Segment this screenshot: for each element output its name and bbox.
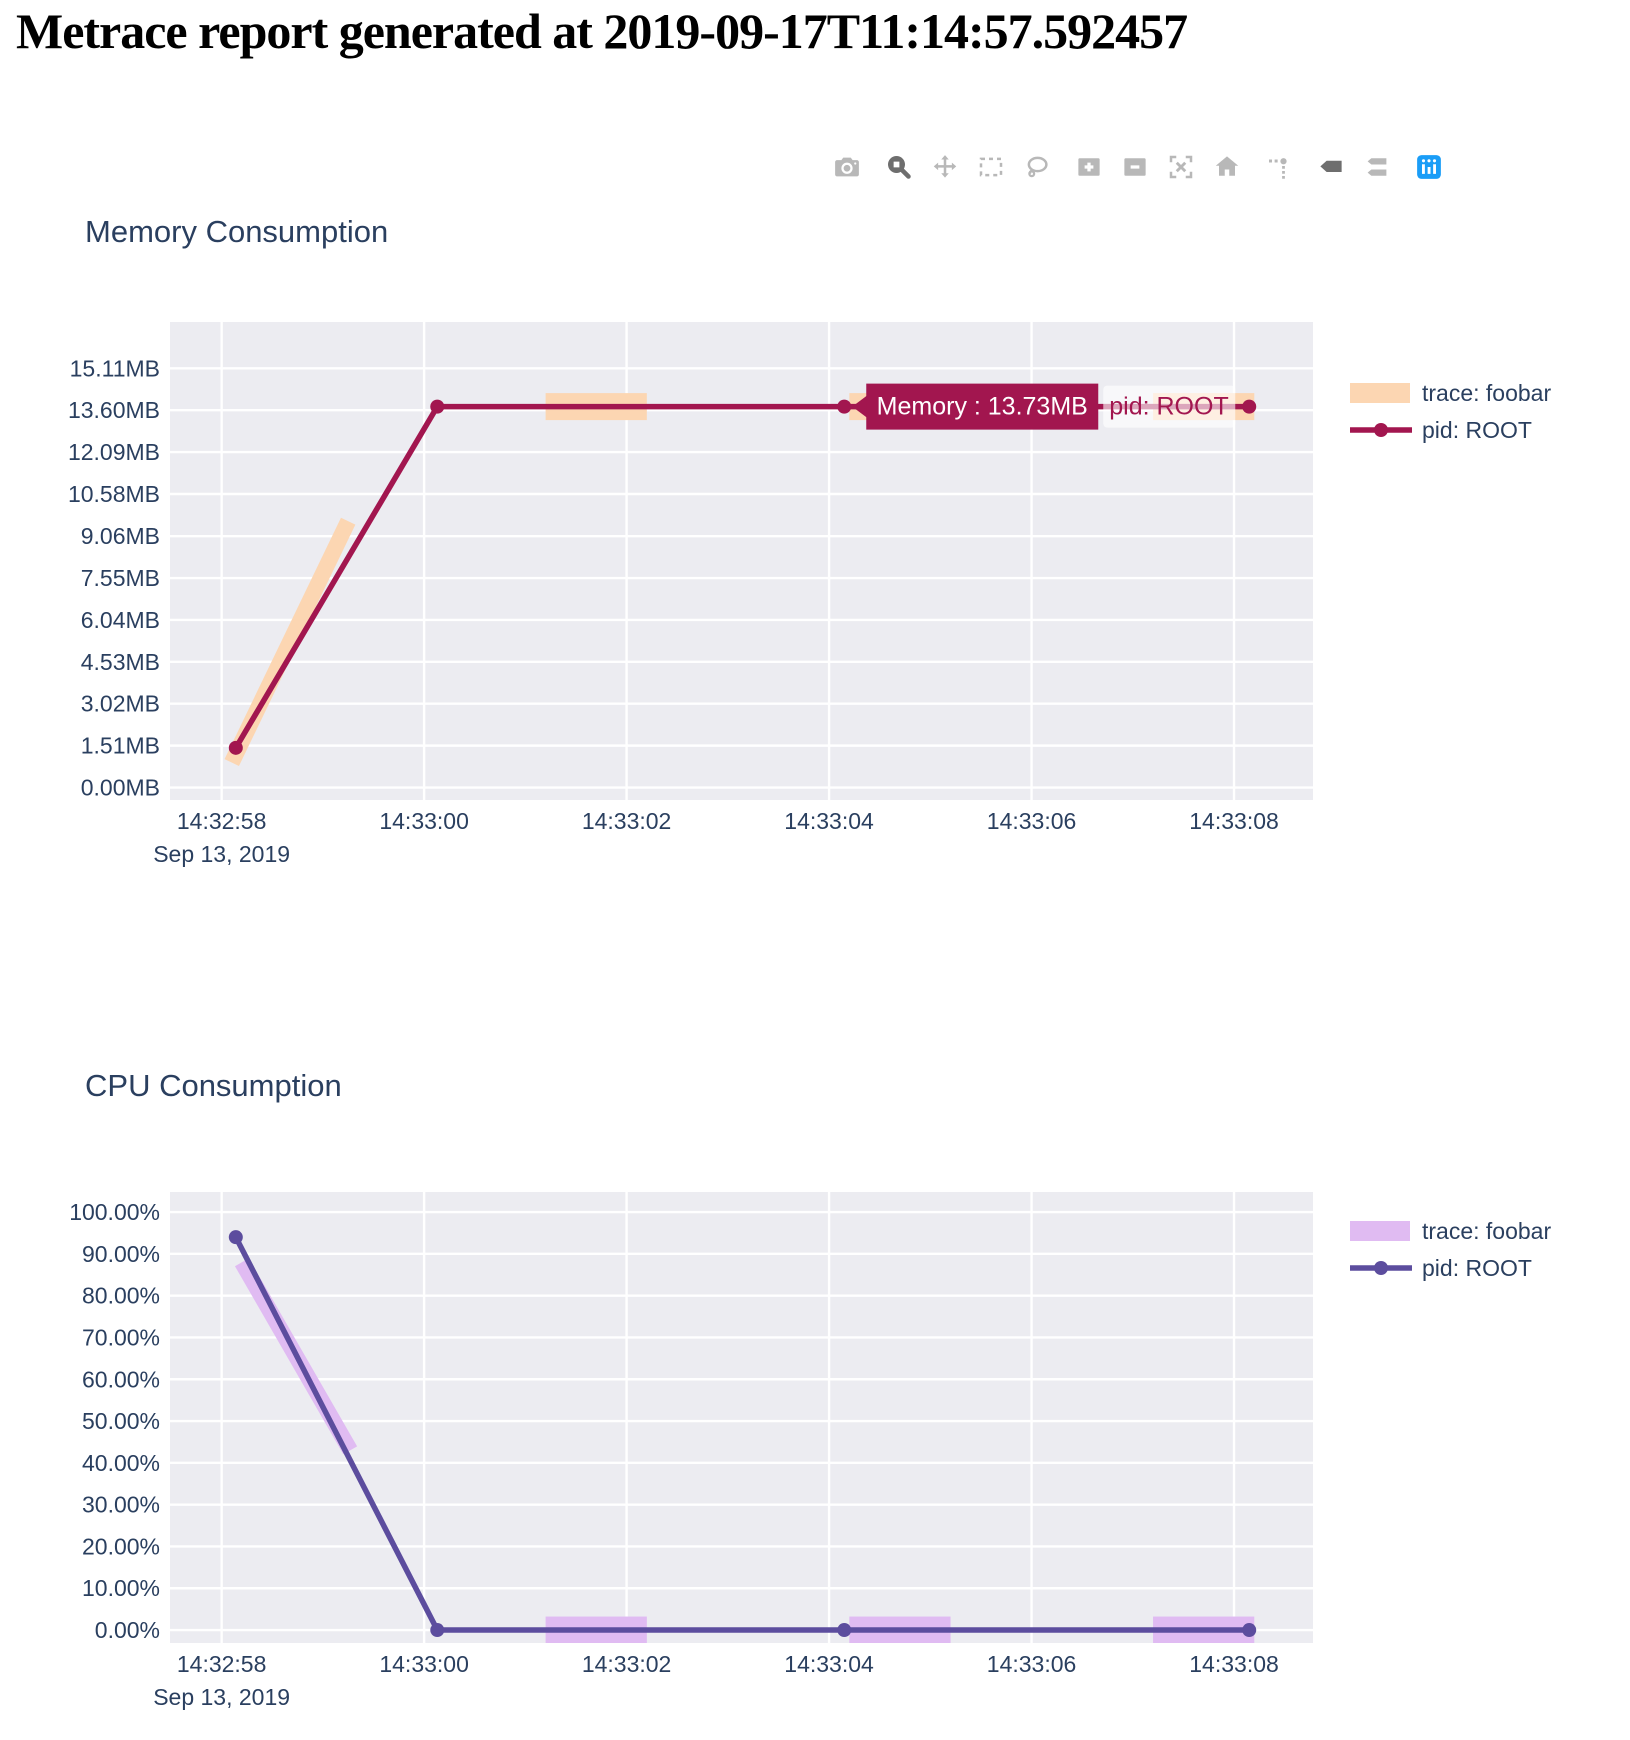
tooltip-trace-label: pid: ROOT <box>1109 393 1228 421</box>
lasso-icon[interactable] <box>1020 150 1054 184</box>
y-tick-label: 10.58MB <box>68 481 160 507</box>
legend-item[interactable]: pid: ROOT <box>1350 1255 1532 1281</box>
x-tick-label: 14:32:58 <box>177 808 267 834</box>
x-tick-label: 14:33:00 <box>379 808 469 834</box>
legend-label: pid: ROOT <box>1422 1255 1532 1281</box>
x-tick-label: 14:33:04 <box>784 808 874 834</box>
legend-label: pid: ROOT <box>1422 417 1532 443</box>
legend-band-swatch <box>1350 1221 1410 1241</box>
modebar-group <box>1314 150 1394 184</box>
data-point-marker[interactable] <box>430 399 445 414</box>
page-title: Metrace report generated at 2019-09-17T1… <box>16 3 1188 59</box>
y-tick-label: 80.00% <box>82 1283 160 1309</box>
zoom-out-icon[interactable] <box>1118 150 1152 184</box>
y-tick-label: 6.04MB <box>81 607 160 633</box>
series-line <box>233 1235 1250 1633</box>
pan-icon[interactable] <box>928 150 962 184</box>
autoscale-icon[interactable] <box>1164 150 1198 184</box>
x-tick-label: 14:33:06 <box>987 808 1077 834</box>
legend-marker-swatch <box>1374 423 1388 437</box>
hover-tooltip: Memory : 13.73MB pid: ROOT <box>852 383 1236 430</box>
home-icon[interactable] <box>1210 150 1244 184</box>
y-tick-label: 20.00% <box>82 1533 160 1559</box>
y-tick-label: 3.02MB <box>81 691 160 717</box>
data-point-marker[interactable] <box>1242 1623 1257 1638</box>
data-point-marker[interactable] <box>430 1623 445 1638</box>
x-tick-label: 14:33:08 <box>1189 1651 1279 1677</box>
zoom-icon[interactable] <box>882 150 916 184</box>
y-tick-label: 15.11MB <box>70 355 160 381</box>
legend-item[interactable]: trace: foobar <box>1350 1218 1551 1244</box>
modebar-group <box>830 150 864 184</box>
y-tick-label: 13.60MB <box>68 397 160 423</box>
modebar-group <box>1072 150 1244 184</box>
data-point-marker[interactable] <box>837 399 852 414</box>
y-tick-label: 60.00% <box>82 1366 160 1392</box>
y-tick-label: 1.51MB <box>81 733 160 759</box>
y-tick-label: 9.06MB <box>81 523 160 549</box>
x-tick-label: 14:33:08 <box>1189 808 1279 834</box>
tooltip-box <box>866 383 1099 430</box>
series-line-pid-root[interactable] <box>228 1230 1257 1638</box>
chart-title: Memory Consumption <box>85 214 388 249</box>
cpu-chart: CPU Consumption 0.00% 10.00% 20.00% 30.00% 40… <box>69 1068 1551 1710</box>
plotly-logo-icon[interactable] <box>1412 150 1446 184</box>
legend-marker-swatch <box>1374 1261 1388 1275</box>
x-tick-label: 14:33:06 <box>987 1651 1077 1677</box>
chart-title: CPU Consumption <box>85 1068 342 1103</box>
y-tick-label: 100.00% <box>69 1199 160 1225</box>
camera-icon[interactable] <box>830 150 864 184</box>
box-select-icon[interactable] <box>974 150 1008 184</box>
tooltip-trace-bg <box>1103 385 1236 428</box>
hover-compare-icon[interactable] <box>1360 150 1394 184</box>
x-tick-label: 14:33:04 <box>784 1651 874 1677</box>
y-tick-label: 30.00% <box>82 1492 160 1518</box>
x-tick-label: 14:33:00 <box>379 1651 469 1677</box>
legend-label: trace: foobar <box>1422 1218 1551 1244</box>
y-tick-label: 70.00% <box>82 1324 160 1350</box>
spikelines-icon[interactable] <box>1262 150 1296 184</box>
x-tick-label: 14:33:02 <box>582 808 672 834</box>
legend-label: trace: foobar <box>1422 380 1551 406</box>
y-tick-label: 0.00% <box>95 1617 160 1643</box>
modebar-group <box>882 150 1054 184</box>
y-tick-label: 7.55MB <box>81 565 160 591</box>
memory-chart: Memory Consumption 0.00MB 1.51MB 3.02MB 4.53… <box>68 214 1552 867</box>
y-tick-label: 40.00% <box>82 1450 160 1476</box>
modebar-group <box>1262 150 1296 184</box>
y-tick-label: 10.00% <box>82 1575 160 1601</box>
legend-band-swatch <box>1350 383 1410 403</box>
plot-area[interactable] <box>170 1192 1313 1643</box>
tooltip-text: Memory : 13.73MB <box>877 393 1088 421</box>
tooltip-arrow <box>852 394 869 419</box>
zoom-in-icon[interactable] <box>1072 150 1106 184</box>
x-tick-label: 14:32:58 <box>177 1651 267 1677</box>
x-axis-date-label: Sep 13, 2019 <box>153 1684 290 1710</box>
legend-item[interactable]: pid: ROOT <box>1350 417 1532 443</box>
data-point-marker[interactable] <box>228 1230 243 1245</box>
y-tick-label: 90.00% <box>82 1241 160 1267</box>
y-tick-label: 4.53MB <box>81 649 160 675</box>
x-tick-label: 14:33:02 <box>582 1651 672 1677</box>
data-point-marker[interactable] <box>228 740 243 755</box>
modebar-group <box>1412 150 1446 184</box>
y-tick-label: 12.09MB <box>68 439 160 465</box>
hover-closest-icon[interactable] <box>1314 150 1348 184</box>
modebar <box>830 150 1446 184</box>
y-tick-label: 50.00% <box>82 1408 160 1434</box>
legend-item[interactable]: trace: foobar <box>1350 380 1551 406</box>
data-point-marker[interactable] <box>837 1623 852 1638</box>
data-point-marker[interactable] <box>1242 399 1257 414</box>
x-axis-date-label: Sep 13, 2019 <box>153 841 290 867</box>
y-tick-label: 0.00MB <box>81 775 160 801</box>
